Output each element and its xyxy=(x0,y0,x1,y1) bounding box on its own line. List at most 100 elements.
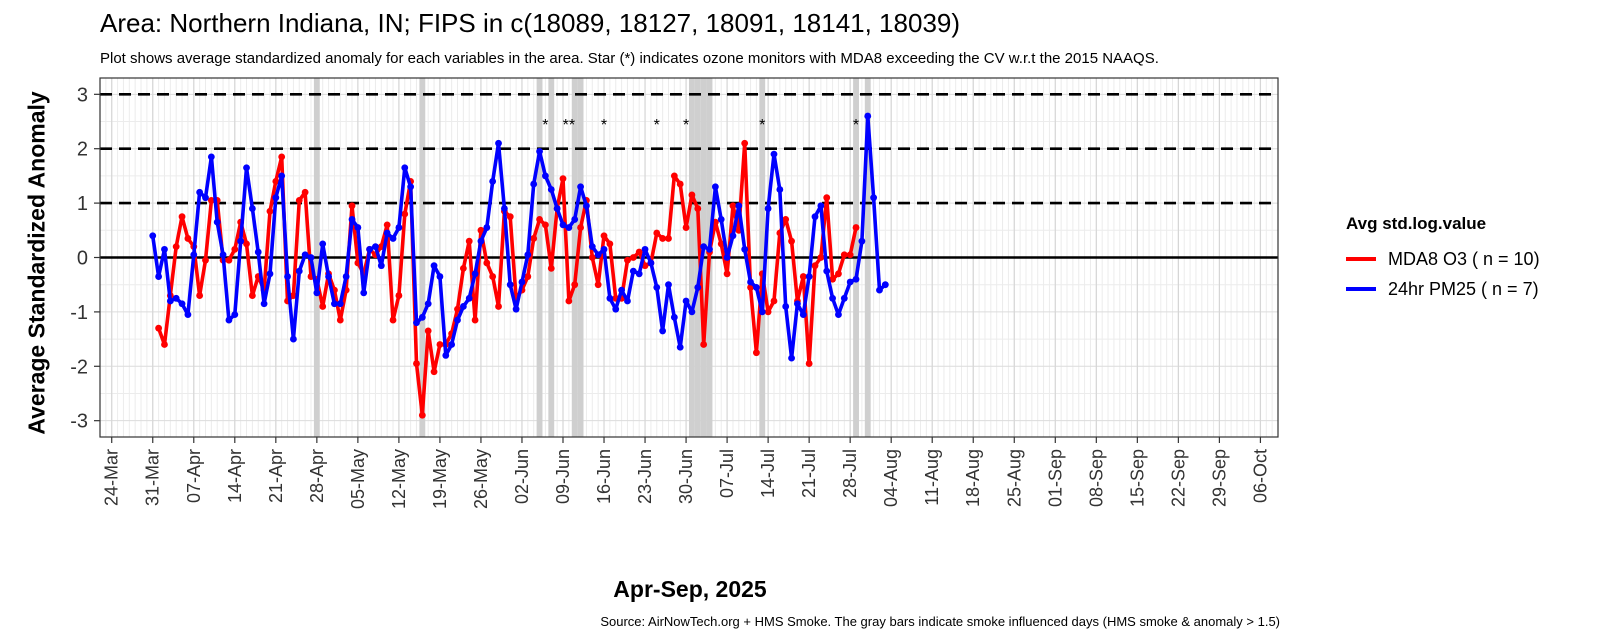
series-point-o3 xyxy=(788,237,795,245)
series-point-o3 xyxy=(278,153,286,161)
series-point-o3 xyxy=(389,316,397,324)
x-tick-label: 14-Apr xyxy=(225,449,245,503)
series-point-o3 xyxy=(676,180,684,188)
series-point-o3 xyxy=(811,262,819,270)
series-point-o3 xyxy=(483,259,491,267)
series-point-o3 xyxy=(395,292,403,299)
series-point-o3 xyxy=(588,254,596,261)
series-point-o3 xyxy=(207,196,215,204)
series-point-pm25 xyxy=(876,286,883,294)
series-point-pm25 xyxy=(342,273,350,280)
series-point-o3 xyxy=(231,245,239,253)
series-point-o3 xyxy=(694,205,702,212)
series-point-pm25 xyxy=(500,205,508,212)
series-point-o3 xyxy=(225,256,233,264)
series-point-o3 xyxy=(184,235,192,242)
series-point-pm25 xyxy=(383,229,391,237)
series-point-pm25 xyxy=(600,245,608,253)
series-point-pm25 xyxy=(512,305,520,313)
series-point-o3 xyxy=(459,264,467,272)
series-point-o3 xyxy=(764,308,772,316)
series-point-pm25 xyxy=(360,289,368,297)
exceedance-star: * xyxy=(654,117,660,134)
series-point-pm25 xyxy=(694,284,702,291)
x-axis-label: Apr-Sep, 2025 xyxy=(613,576,767,602)
series-point-pm25 xyxy=(184,311,192,319)
series-point-pm25 xyxy=(665,281,672,289)
series-point-o3 xyxy=(571,281,579,289)
series-point-o3 xyxy=(688,191,696,199)
series-point-pm25 xyxy=(559,221,567,229)
series-point-pm25 xyxy=(442,352,450,359)
series-point-pm25 xyxy=(454,316,461,324)
series-point-o3 xyxy=(752,349,760,357)
series-point-o3 xyxy=(741,139,749,147)
series-point-o3 xyxy=(266,207,274,215)
x-tick-label: 28-Apr xyxy=(307,449,327,503)
series-point-o3 xyxy=(840,251,848,259)
series-line-pm25 xyxy=(150,114,887,360)
series-point-pm25 xyxy=(782,303,790,310)
series-point-pm25 xyxy=(852,275,860,283)
series-point-pm25 xyxy=(477,237,485,245)
series-point-o3 xyxy=(383,221,391,229)
series-point-pm25 xyxy=(506,281,514,289)
series-point-pm25 xyxy=(817,202,825,210)
series-point-pm25 xyxy=(465,294,473,302)
series-point-o3 xyxy=(665,235,672,242)
series-point-pm25 xyxy=(254,248,262,256)
series-point-pm25 xyxy=(448,341,456,348)
series-point-pm25 xyxy=(629,267,637,275)
series-point-pm25 xyxy=(706,245,713,253)
x-tick-label: 21-Apr xyxy=(266,449,286,503)
series-point-pm25 xyxy=(301,251,309,259)
series-point-o3 xyxy=(606,240,614,248)
series-point-pm25 xyxy=(794,300,801,308)
series-point-pm25 xyxy=(823,267,831,275)
series-point-pm25 xyxy=(858,237,866,245)
x-tick-label: 25-Aug xyxy=(1004,449,1024,507)
series-point-pm25 xyxy=(424,300,432,308)
series-point-pm25 xyxy=(799,311,807,319)
series-point-o3 xyxy=(348,202,356,210)
x-tick-label: 22-Sep xyxy=(1168,449,1188,507)
exceedance-star: * xyxy=(759,117,765,134)
legend-label-pm25: 24hr PM25 ( n = 7) xyxy=(1388,278,1539,299)
series-point-o3 xyxy=(272,177,280,185)
x-tick-label: 30-Jun xyxy=(676,449,696,504)
x-tick-label: 18-Aug xyxy=(963,449,983,507)
x-tick-label: 06-Oct xyxy=(1250,449,1270,503)
series-point-o3 xyxy=(155,324,163,332)
series-point-pm25 xyxy=(407,183,415,191)
series-point-o3 xyxy=(817,254,825,261)
series-point-pm25 xyxy=(870,194,878,202)
series-point-pm25 xyxy=(196,188,204,196)
x-tick-label: 12-May xyxy=(389,449,409,509)
series-point-pm25 xyxy=(583,202,590,210)
series-point-o3 xyxy=(823,194,831,202)
series-point-pm25 xyxy=(635,270,643,278)
series-point-o3 xyxy=(653,229,661,237)
series-point-pm25 xyxy=(161,245,168,253)
x-tick-label: 15-Sep xyxy=(1127,449,1147,507)
series-point-pm25 xyxy=(524,251,532,259)
series-point-pm25 xyxy=(735,202,743,210)
series-point-o3 xyxy=(577,224,584,231)
legend-item-pm25: 24hr PM25 ( n = 7) xyxy=(1346,274,1540,304)
series-point-pm25 xyxy=(881,281,889,289)
series-point-pm25 xyxy=(172,294,180,302)
series-point-pm25 xyxy=(436,273,444,280)
series-point-o3 xyxy=(301,188,309,196)
series-point-o3 xyxy=(600,232,608,240)
series-point-o3 xyxy=(172,243,180,251)
series-point-pm25 xyxy=(219,251,227,259)
series-point-pm25 xyxy=(829,294,836,302)
series-point-pm25 xyxy=(202,194,209,202)
x-tick-label: 23-Jun xyxy=(635,449,655,504)
series-point-pm25 xyxy=(272,194,280,202)
x-tick-label: 11-Aug xyxy=(922,449,942,506)
series-point-o3 xyxy=(805,360,813,367)
series-point-pm25 xyxy=(266,270,274,278)
legend-label-o3: MDA8 O3 ( n = 10) xyxy=(1388,248,1540,269)
